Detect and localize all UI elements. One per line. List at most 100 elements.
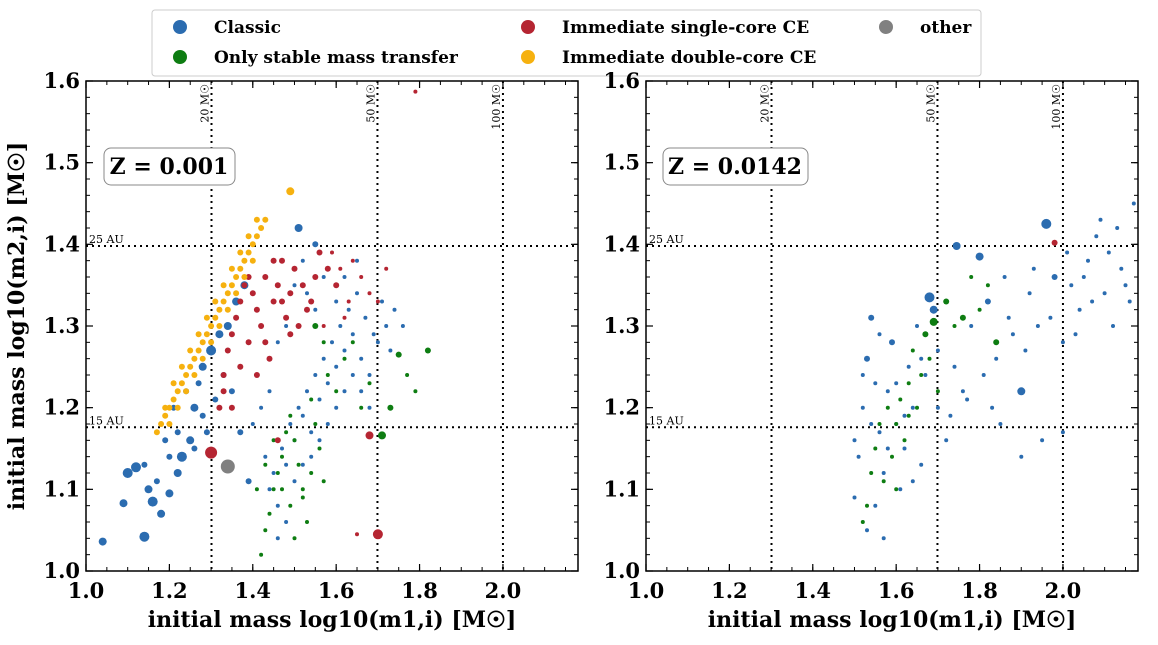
point-s1-2 xyxy=(267,511,272,516)
point-s2-35 xyxy=(220,388,227,395)
point-s0-74 xyxy=(355,258,359,263)
point-s0-34 xyxy=(199,412,206,419)
point-s0-65 xyxy=(384,324,389,328)
point-s0-62 xyxy=(948,413,953,418)
point-s1-31 xyxy=(263,462,268,467)
point-s3-23 xyxy=(249,241,256,248)
point-s0-47 xyxy=(1040,438,1045,443)
reference-labels-right: 20 M☉ 50 M☉ 100 M☉ 25 AU 15 AU xyxy=(649,84,1063,427)
x-tick-label-0: 1.0 xyxy=(628,578,665,603)
point-s3-50 xyxy=(286,187,295,196)
point-s1-22 xyxy=(378,431,386,440)
point-s0-48 xyxy=(371,332,376,337)
point-s1-6 xyxy=(284,430,289,435)
point-s1-37 xyxy=(309,471,314,475)
point-s0-30 xyxy=(162,437,169,444)
annotation-frame-left xyxy=(103,147,236,186)
point-s0-76 xyxy=(313,307,318,312)
x-tick-label-3: 1.6 xyxy=(318,578,355,603)
point-s0-85 xyxy=(292,479,297,484)
x-tick-label-5: 2.0 xyxy=(485,578,522,603)
point-s2-2 xyxy=(220,372,227,378)
point-s2-23 xyxy=(324,265,331,272)
x-tick-label-5: 2.0 xyxy=(1045,578,1082,603)
y-tick-label-4: 1.4 xyxy=(603,231,640,256)
point-s0-63 xyxy=(367,373,372,377)
point-s0-56 xyxy=(885,446,890,451)
y-tick-label-5: 1.5 xyxy=(43,150,80,175)
point-s2-24 xyxy=(333,282,340,289)
point-s1-19 xyxy=(959,314,966,321)
point-s1-4 xyxy=(275,471,280,475)
point-s3-43 xyxy=(199,355,206,362)
point-s1-8 xyxy=(292,438,297,443)
point-s0-19 xyxy=(166,453,173,460)
point-s0-9 xyxy=(889,339,895,346)
point-s0-76 xyxy=(1115,226,1120,230)
point-s3-18 xyxy=(228,282,235,289)
point-s3-16 xyxy=(220,298,227,305)
point-s0-87 xyxy=(309,454,314,459)
point-s1-35 xyxy=(292,536,297,541)
point-s2-30 xyxy=(384,266,389,271)
point-s2-22 xyxy=(316,249,323,256)
x-tick-label-0: 1.0 xyxy=(68,578,105,603)
point-s0-39 xyxy=(1086,258,1090,263)
point-s1-17 xyxy=(334,389,339,394)
point-s0-8 xyxy=(885,389,890,394)
point-s2-45 xyxy=(304,306,310,313)
point-s0-18 xyxy=(924,292,935,303)
reference-lines-left xyxy=(86,81,578,571)
point-s1-17 xyxy=(943,298,950,305)
point-s0-9 xyxy=(173,469,182,477)
point-s0-58 xyxy=(325,381,330,386)
point-s0-6 xyxy=(147,496,158,507)
point-s0-35 xyxy=(263,454,268,459)
point-s0-31 xyxy=(170,404,177,411)
point-s0-21 xyxy=(944,438,949,443)
point-s1-24 xyxy=(877,422,882,426)
y-tick-label-3: 1.3 xyxy=(603,313,640,338)
point-s1-16 xyxy=(935,389,940,394)
point-s0-71 xyxy=(321,275,326,279)
point-s0-73 xyxy=(342,275,347,279)
vline-label-2: 100 M☉ xyxy=(1050,84,1063,130)
point-s1-26 xyxy=(413,389,418,394)
point-s0-77 xyxy=(1123,283,1128,288)
point-s0-5 xyxy=(873,381,878,386)
point-s0-67 xyxy=(1023,348,1028,353)
point-s0-75 xyxy=(1106,250,1111,255)
point-s0-53 xyxy=(860,373,865,377)
point-s0-36 xyxy=(271,471,276,475)
point-s0-38 xyxy=(288,422,293,426)
point-s2-40 xyxy=(262,274,269,280)
axis-ticks-left: 1.0 1.2 1.4 1.6 1.8 2.0 1.0 1.1 1.2 1.3 1.4 1.5 1.6 xyxy=(43,68,578,603)
point-s1-29 xyxy=(321,340,326,345)
hline-label-1: 15 AU xyxy=(89,414,124,427)
point-s3-35 xyxy=(228,265,235,272)
point-s1-8 xyxy=(902,438,907,443)
point-s0-45 xyxy=(346,307,351,312)
y-tick-label-6: 1.6 xyxy=(603,68,640,93)
x-tick-label-3: 1.6 xyxy=(878,578,915,603)
point-s3-2 xyxy=(162,412,169,419)
point-s0-88 xyxy=(317,438,322,443)
point-s2-6 xyxy=(237,298,244,305)
point-s0-13 xyxy=(198,362,207,371)
point-s1-0 xyxy=(860,520,865,524)
point-s1-27 xyxy=(906,413,911,418)
point-s0-82 xyxy=(250,422,255,426)
point-s0-31 xyxy=(1017,387,1026,396)
point-s0-37 xyxy=(280,446,284,451)
point-s2-4 xyxy=(228,331,235,338)
point-s2-28 xyxy=(367,291,372,296)
point-s1-22 xyxy=(985,283,990,288)
point-s1-21 xyxy=(367,381,372,386)
point-s3-33 xyxy=(212,298,219,305)
point-s2-31 xyxy=(365,431,374,440)
point-s0-44 xyxy=(338,324,343,328)
y-tick-label-0: 1.0 xyxy=(43,558,80,583)
point-s0-50 xyxy=(388,348,393,353)
point-s1-14 xyxy=(317,446,322,451)
